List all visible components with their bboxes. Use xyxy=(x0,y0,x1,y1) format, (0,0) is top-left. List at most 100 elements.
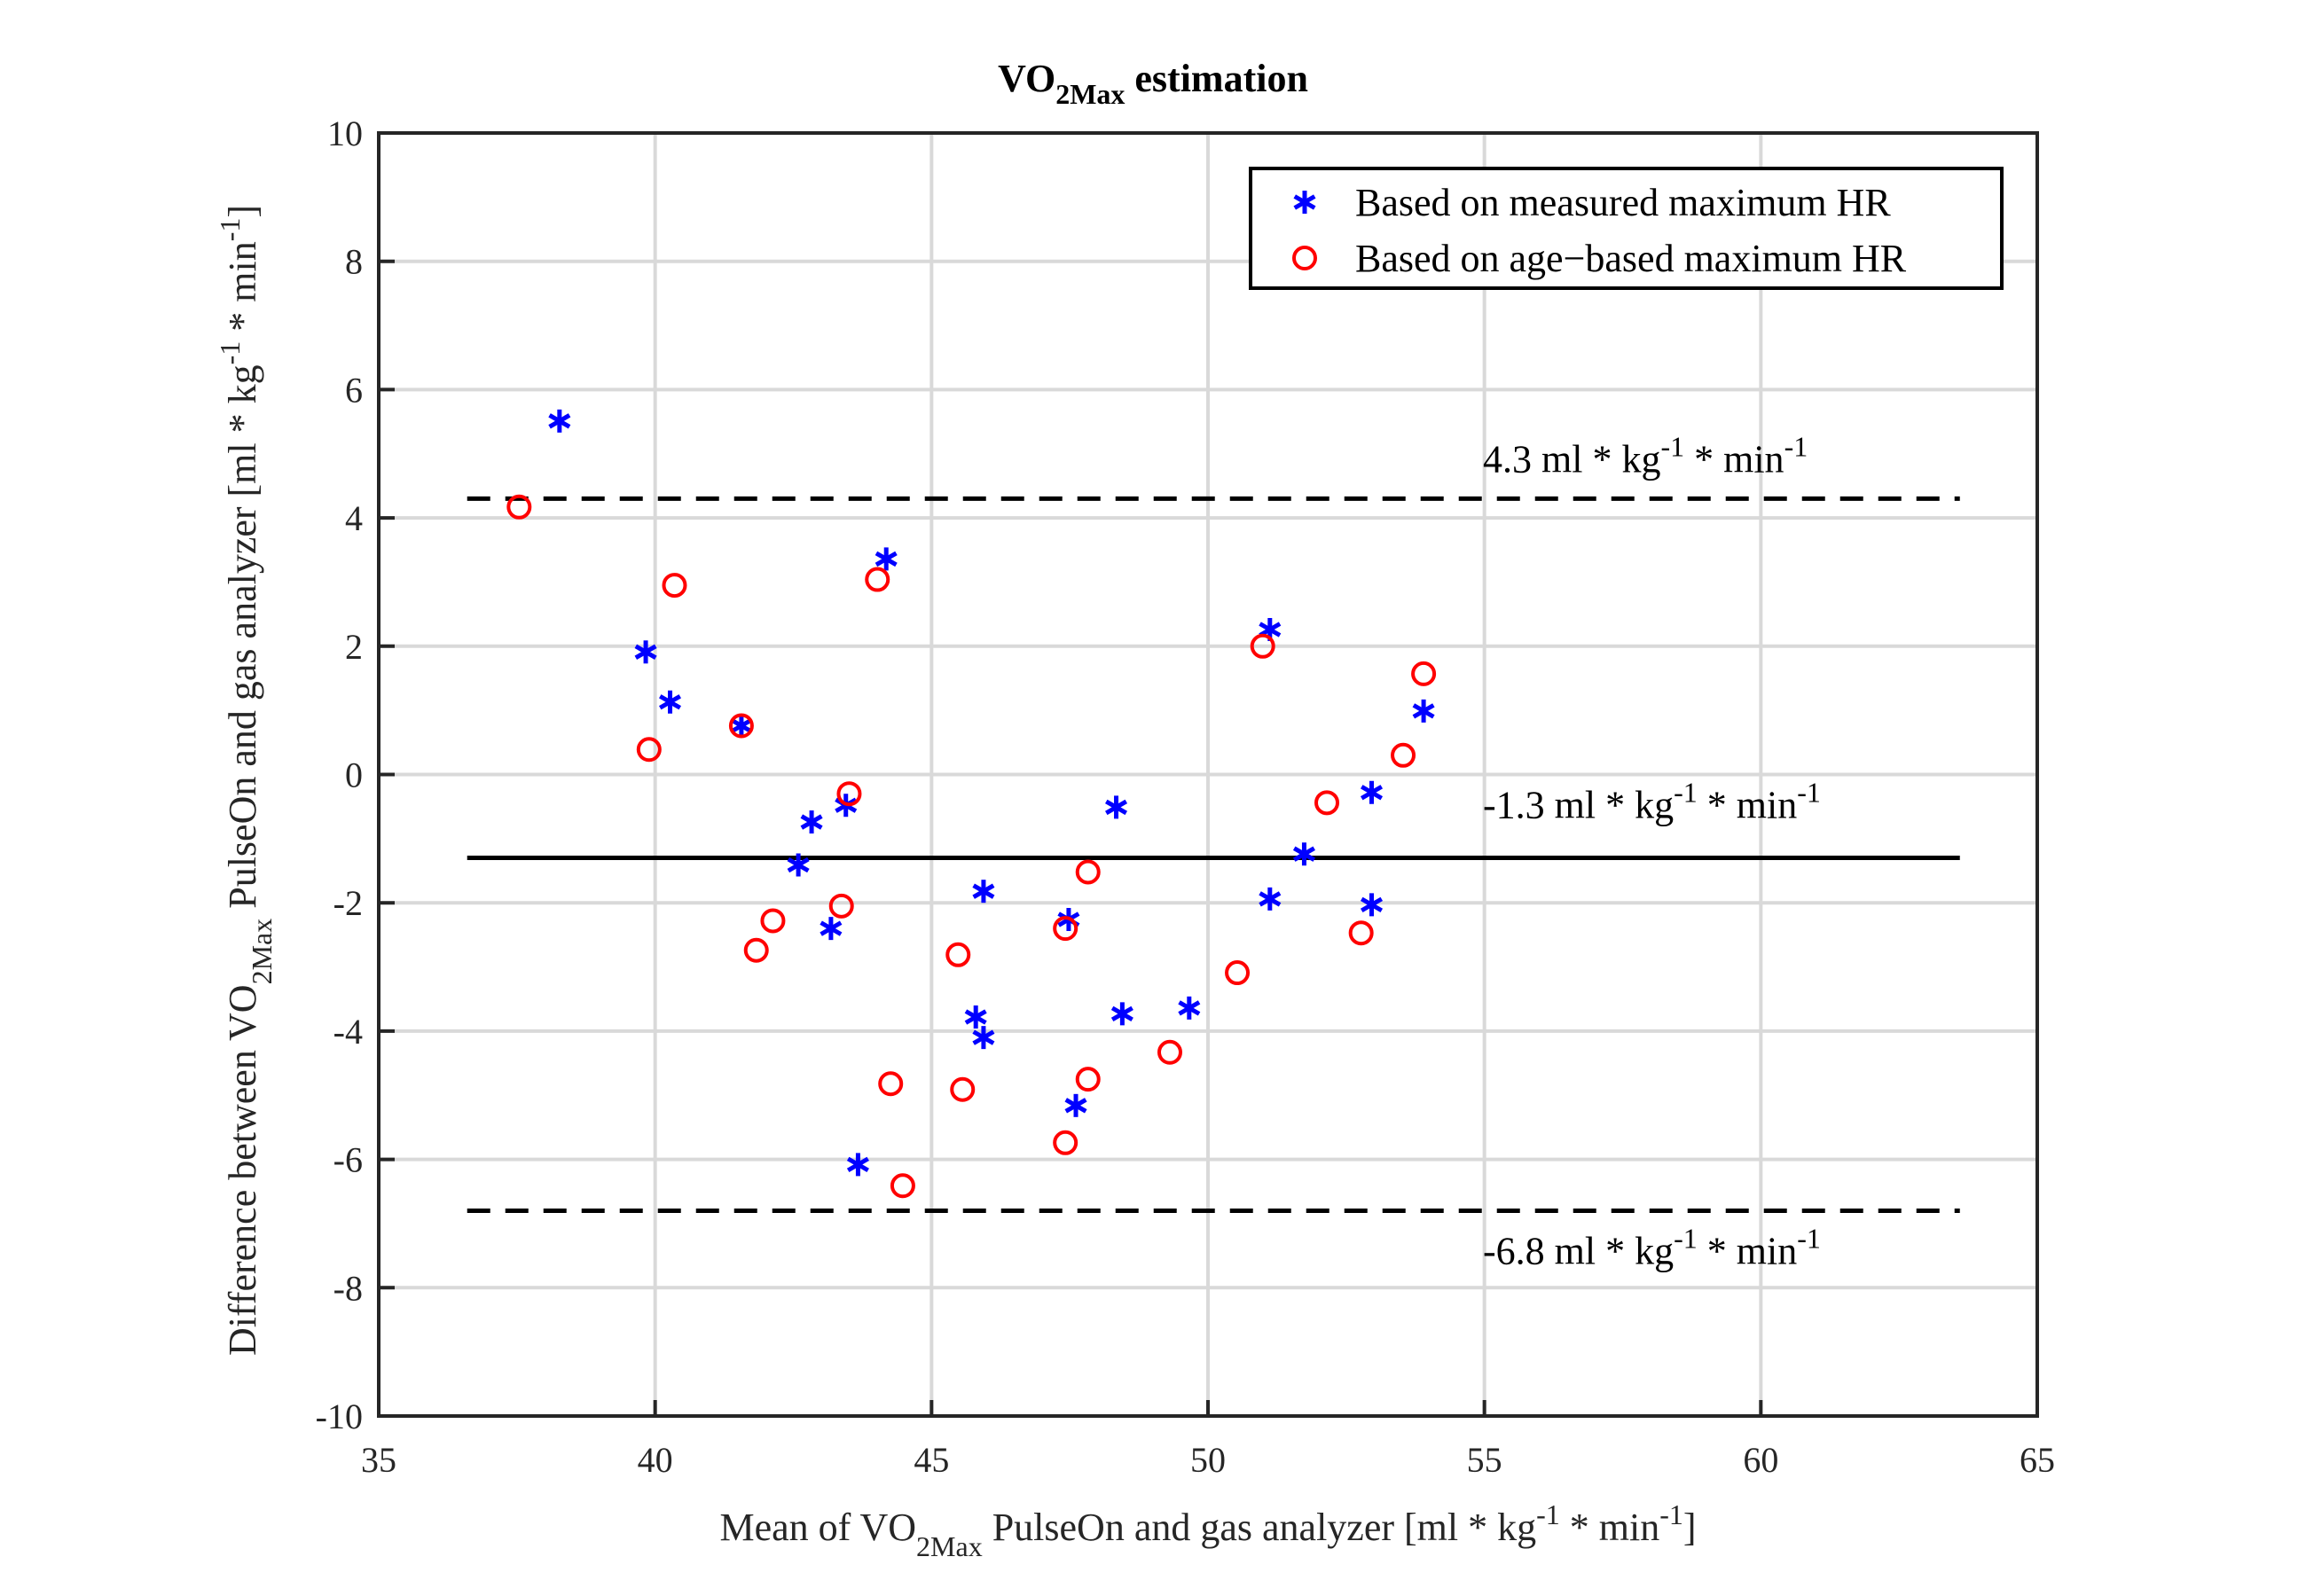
point-measured xyxy=(820,917,843,941)
asterisk-stroke xyxy=(875,551,898,567)
point-age-based xyxy=(945,942,971,967)
x-tick-label: 35 xyxy=(361,1440,396,1480)
mean-annotation: -1.3 ml * kg-1 * min-1 xyxy=(1483,777,1821,827)
asterisk-stroke xyxy=(1110,1005,1133,1022)
point-measured xyxy=(658,690,682,714)
point-measured xyxy=(972,1026,995,1050)
point-age-based xyxy=(1053,916,1078,942)
point-age-based xyxy=(1075,1067,1101,1092)
point-age-based xyxy=(1348,920,1374,946)
x-tick-label: 50 xyxy=(1190,1440,1226,1480)
y-tick-label: 6 xyxy=(345,370,363,410)
point-age-based xyxy=(662,573,687,598)
lower-limit-annotation: -6.8 ml * kg-1 * min-1 xyxy=(1483,1222,1821,1272)
legend-marker-asterisk xyxy=(1293,191,1316,214)
point-age-based xyxy=(950,1076,976,1102)
asterisk-stroke xyxy=(658,694,682,710)
grid xyxy=(377,131,2039,1418)
asterisk-stroke xyxy=(964,1009,987,1025)
x-tick-label: 55 xyxy=(1467,1440,1502,1480)
point-measured xyxy=(1178,996,1201,1020)
asterisk-stroke xyxy=(1064,1098,1087,1114)
asterisk-stroke xyxy=(1292,846,1315,862)
asterisk-stroke xyxy=(1105,799,1128,816)
asterisk-stroke xyxy=(548,413,571,429)
x-tick-label: 45 xyxy=(914,1440,949,1480)
y-tick-label: 10 xyxy=(327,113,363,153)
point-age-based xyxy=(1314,790,1340,816)
y-tick-label: -2 xyxy=(333,883,363,923)
y-tick-label: -10 xyxy=(316,1396,363,1436)
asterisk-stroke xyxy=(800,814,823,830)
asterisk-stroke xyxy=(972,1029,995,1045)
point-measured xyxy=(1360,780,1384,804)
point-age-based xyxy=(836,781,862,807)
legend-box xyxy=(1249,167,2004,290)
point-age-based xyxy=(506,494,532,520)
point-measured xyxy=(730,714,753,738)
legend: Based on measured maximum HR Based on ag… xyxy=(1249,167,2004,290)
x-tick-label: 40 xyxy=(638,1440,673,1480)
y-tick-label: 8 xyxy=(345,242,363,282)
y-tick-label: 2 xyxy=(345,627,363,667)
y-tick-label: 4 xyxy=(345,498,363,538)
upper-limit-annotation: 4.3 ml * kg-1 * min-1 xyxy=(1483,430,1808,481)
point-age-based xyxy=(728,713,754,739)
y-tick-label: -4 xyxy=(333,1012,363,1052)
y-tick-label: -6 xyxy=(333,1140,363,1180)
point-measured xyxy=(787,853,810,877)
asterisk-stroke xyxy=(972,883,995,899)
asterisk-stroke xyxy=(1360,896,1384,913)
legend-marker-circle xyxy=(1292,246,1317,270)
x-tick-label: 60 xyxy=(1743,1440,1778,1480)
y-axis-label: Difference between VO2Max PulseOn and ga… xyxy=(214,205,278,1356)
asterisk-stroke xyxy=(730,717,753,734)
point-measured xyxy=(800,810,823,834)
point-measured xyxy=(548,409,571,433)
asterisk-stroke xyxy=(1293,194,1316,210)
point-age-based xyxy=(1250,633,1275,659)
legend-entry-age-based: Based on age−based maximum HR xyxy=(1355,237,1907,280)
asterisk-stroke xyxy=(634,644,657,660)
ticks: 35 40 45 50 55 60 65 -10 -8 -6 -4 -2 0 2 4 6 8 10 xyxy=(316,113,2055,1480)
asterisk-stroke xyxy=(846,1156,869,1173)
point-age-based xyxy=(1157,1039,1182,1065)
asterisk-stroke xyxy=(1412,703,1435,719)
point-age-based xyxy=(1225,960,1251,986)
point-measured xyxy=(1360,893,1384,917)
reference-lines xyxy=(467,496,1960,1213)
point-age-based xyxy=(890,1173,915,1199)
point-measured xyxy=(1110,1002,1133,1026)
point-measured xyxy=(1064,1093,1087,1117)
data-points xyxy=(506,409,1437,1199)
point-age-based xyxy=(743,937,769,963)
point-measured xyxy=(1105,795,1128,819)
point-age-based xyxy=(1053,1130,1078,1155)
point-age-based xyxy=(1075,859,1101,885)
point-age-based xyxy=(1411,661,1437,686)
annotations: 4.3 ml * kg-1 * min-1 -1.3 ml * kg-1 * mi… xyxy=(1483,430,1821,1272)
point-age-based xyxy=(636,737,662,763)
x-tick-label: 65 xyxy=(2020,1440,2055,1480)
point-measured xyxy=(1292,842,1315,866)
chart-title: VO2Max estimation xyxy=(998,57,1308,110)
y-tick-label: -8 xyxy=(333,1268,363,1308)
legend-asterisk xyxy=(1293,191,1316,214)
asterisk-stroke xyxy=(1259,622,1282,638)
x-axis-label: Mean of VO2Max PulseOn and gas analyzer … xyxy=(719,1498,1696,1562)
point-age-based xyxy=(865,567,890,592)
asterisk-stroke xyxy=(787,857,810,873)
y-tick-label: 0 xyxy=(345,755,363,795)
point-measured xyxy=(634,640,657,664)
point-age-based xyxy=(760,908,786,934)
asterisk-stroke xyxy=(1259,891,1282,907)
point-age-based xyxy=(828,893,854,919)
point-measured xyxy=(964,1005,987,1029)
point-measured xyxy=(972,880,995,904)
point-measured xyxy=(846,1153,869,1177)
asterisk-stroke xyxy=(1360,785,1384,801)
point-age-based xyxy=(1391,742,1416,768)
legend-entry-measured: Based on measured maximum HR xyxy=(1355,181,1891,224)
asterisk-stroke xyxy=(1178,1000,1201,1016)
